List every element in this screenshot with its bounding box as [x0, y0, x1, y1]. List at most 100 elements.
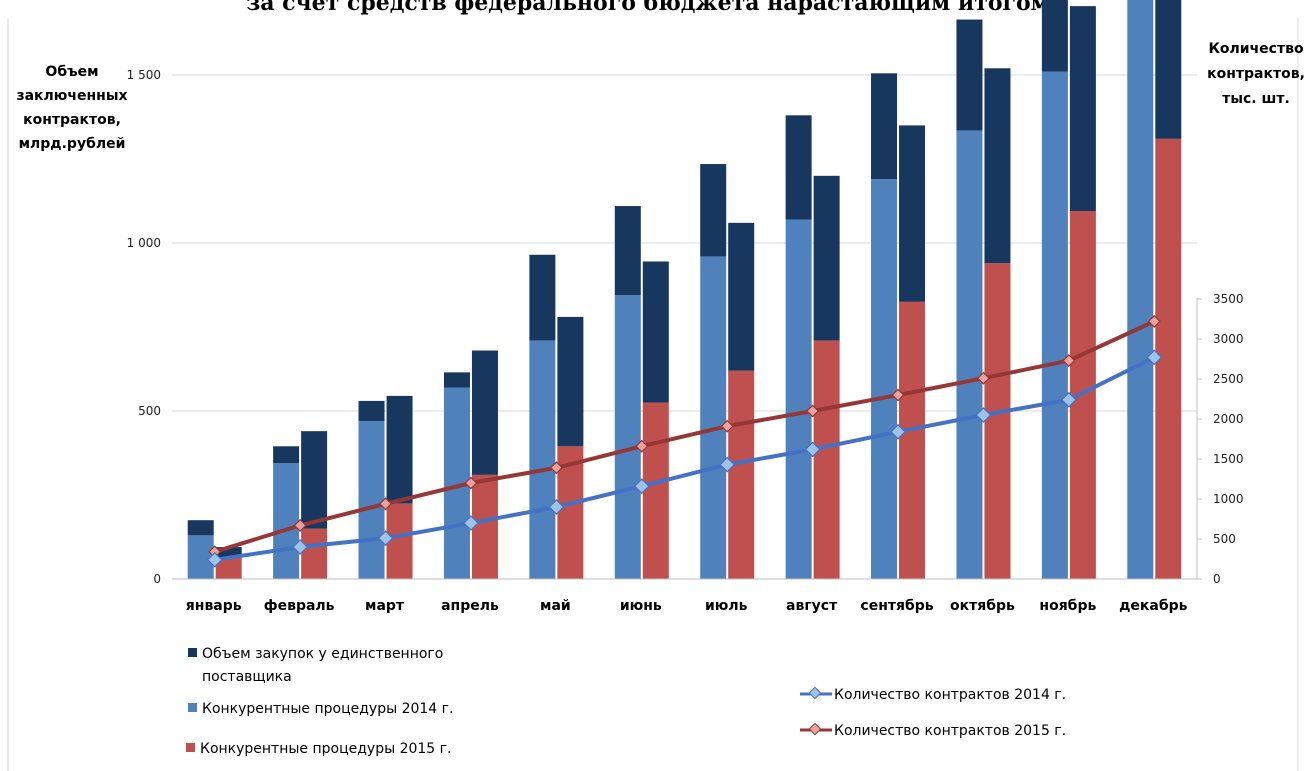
point-count-2015 [976, 371, 990, 385]
point-count-2014 [1146, 349, 1163, 366]
bars [187, 0, 1182, 580]
bar-competitive-2015 [215, 557, 242, 579]
category-label: февраль [264, 598, 335, 614]
bar-sole-supplier-2014 [1041, 0, 1068, 72]
bar-sole-supplier-2014 [273, 446, 300, 464]
legend-label: Конкурентные процедуры 2014 г. [202, 701, 453, 717]
point-count-2014 [975, 407, 992, 423]
bar-competitive-2015 [471, 474, 498, 579]
bar-competitive-2015 [301, 528, 328, 579]
right-tick-label: 1000 [1213, 492, 1244, 506]
bar-competitive-2014 [871, 179, 898, 579]
left-tick-label: 1 500 [127, 68, 161, 82]
bar-sole-supplier-2015 [899, 125, 926, 302]
legend: Объем закупок у единственного поставщика… [186, 646, 1066, 757]
legend-label: поставщика [202, 669, 292, 685]
category-label: июль [705, 598, 748, 614]
right-axis-ticks: 0 500 1000 1500 2000 2500 3000 3500 [1197, 292, 1244, 586]
point-count-2014 [206, 551, 223, 568]
bar-competitive-2014 [956, 130, 983, 579]
bar-sole-supplier-2015 [301, 431, 328, 529]
point-count-2015 [379, 497, 393, 511]
bar-sole-supplier-2014 [187, 520, 214, 536]
legend-item-count-2014: Количество контрактов 2014 г. [800, 686, 1066, 703]
bar-sole-supplier-2015 [1069, 6, 1096, 212]
bar-competitive-2014 [785, 219, 812, 580]
legend-item-count-2015: Количество контрактов 2015 г. [800, 722, 1066, 739]
bar-sole-supplier-2014 [785, 115, 812, 220]
category-label: август [786, 598, 838, 614]
right-tick-label: 0 [1213, 572, 1221, 586]
category-label: октябрь [950, 598, 1015, 614]
bar-competitive-2015 [386, 503, 413, 579]
legend-label: Количество контрактов 2015 г. [834, 723, 1066, 739]
point-count-2014 [377, 530, 394, 547]
right-tick-label: 500 [1213, 532, 1236, 546]
category-label: январь [186, 598, 242, 614]
left-tick-label: 500 [138, 404, 161, 418]
right-tick-label: 3500 [1213, 292, 1244, 306]
category-label: ноябрь [1039, 598, 1096, 614]
category-label: апрель [441, 598, 499, 614]
right-tick-label: 2000 [1213, 412, 1244, 426]
line-count-2015 [214, 319, 1156, 554]
right-tick-label: 1500 [1213, 452, 1244, 466]
bar-competitive-2014 [529, 340, 556, 579]
bar-sole-supplier-2014 [529, 254, 556, 341]
category-label: май [540, 598, 571, 614]
bar-competitive-2014 [1041, 71, 1068, 579]
bar-sole-supplier-2015 [386, 395, 413, 504]
line-count-2014 [214, 355, 1156, 562]
legend-marker [808, 722, 822, 736]
bar-sole-supplier-2014 [871, 73, 898, 180]
point-count-2015 [293, 518, 307, 532]
left-axis-title-line: заключенных [16, 88, 127, 104]
legend-item-comp-2014: Конкурентные процедуры 2014 г. [188, 701, 453, 717]
right-tick-label: 2500 [1213, 372, 1244, 386]
right-axis-title-line: Количество [1208, 41, 1304, 57]
point-count-2015 [720, 419, 734, 433]
legend-label: Конкурентные процедуры 2015 г. [200, 741, 451, 757]
point-count-2014 [804, 441, 821, 458]
bar-competitive-2014 [1127, 0, 1154, 580]
point-count-2014 [463, 515, 479, 531]
point-count-2015 [1147, 314, 1161, 328]
bar-sole-supplier-2015 [1155, 0, 1182, 139]
left-axis-title: Объем заключенных контрактов, млрд.рубле… [16, 64, 127, 152]
left-axis-title-line: млрд.рублей [19, 136, 126, 152]
category-labels: январь февраль март апрель май июнь июль август… [186, 598, 1188, 614]
chart-title: за счет средств федерального бюджета нар… [246, 0, 1050, 16]
point-count-2014 [292, 539, 309, 555]
legend-swatch [186, 743, 195, 752]
bar-competitive-2014 [187, 535, 214, 579]
bar-competitive-2014 [273, 463, 300, 579]
bar-sole-supplier-2015 [813, 175, 840, 341]
point-count-2015 [208, 545, 222, 559]
bar-sole-supplier-2015 [215, 547, 242, 558]
bar-sole-supplier-2014 [700, 164, 727, 257]
point-count-2015 [549, 461, 563, 475]
right-axis-title-line: тыс. шт. [1222, 91, 1290, 107]
legend-item-sole-supplier: Объем закупок у единственного поставщика [188, 646, 443, 685]
point-count-2014 [719, 456, 736, 473]
point-count-2015 [635, 439, 649, 453]
legend-label: Количество контрактов 2014 г. [834, 687, 1066, 703]
lines [206, 314, 1163, 568]
bar-sole-supplier-2014 [443, 372, 470, 388]
point-count-2015 [806, 404, 820, 418]
left-tick-label: 1 000 [127, 236, 161, 250]
left-axis-title-line: контрактов, [23, 112, 121, 128]
bar-competitive-2015 [984, 263, 1011, 579]
bar-sole-supplier-2014 [358, 400, 385, 422]
bar-sole-supplier-2015 [471, 350, 498, 475]
right-axis-title-line: контрактов, [1207, 66, 1305, 82]
bar-competitive-2015 [899, 301, 926, 579]
bar-sole-supplier-2014 [614, 206, 641, 296]
point-count-2015 [891, 388, 905, 402]
bar-sole-supplier-2014 [956, 19, 983, 131]
point-count-2014 [633, 478, 650, 495]
bar-competitive-2014 [700, 256, 727, 579]
legend-item-comp-2015: Конкурентные процедуры 2015 г. [186, 741, 451, 757]
